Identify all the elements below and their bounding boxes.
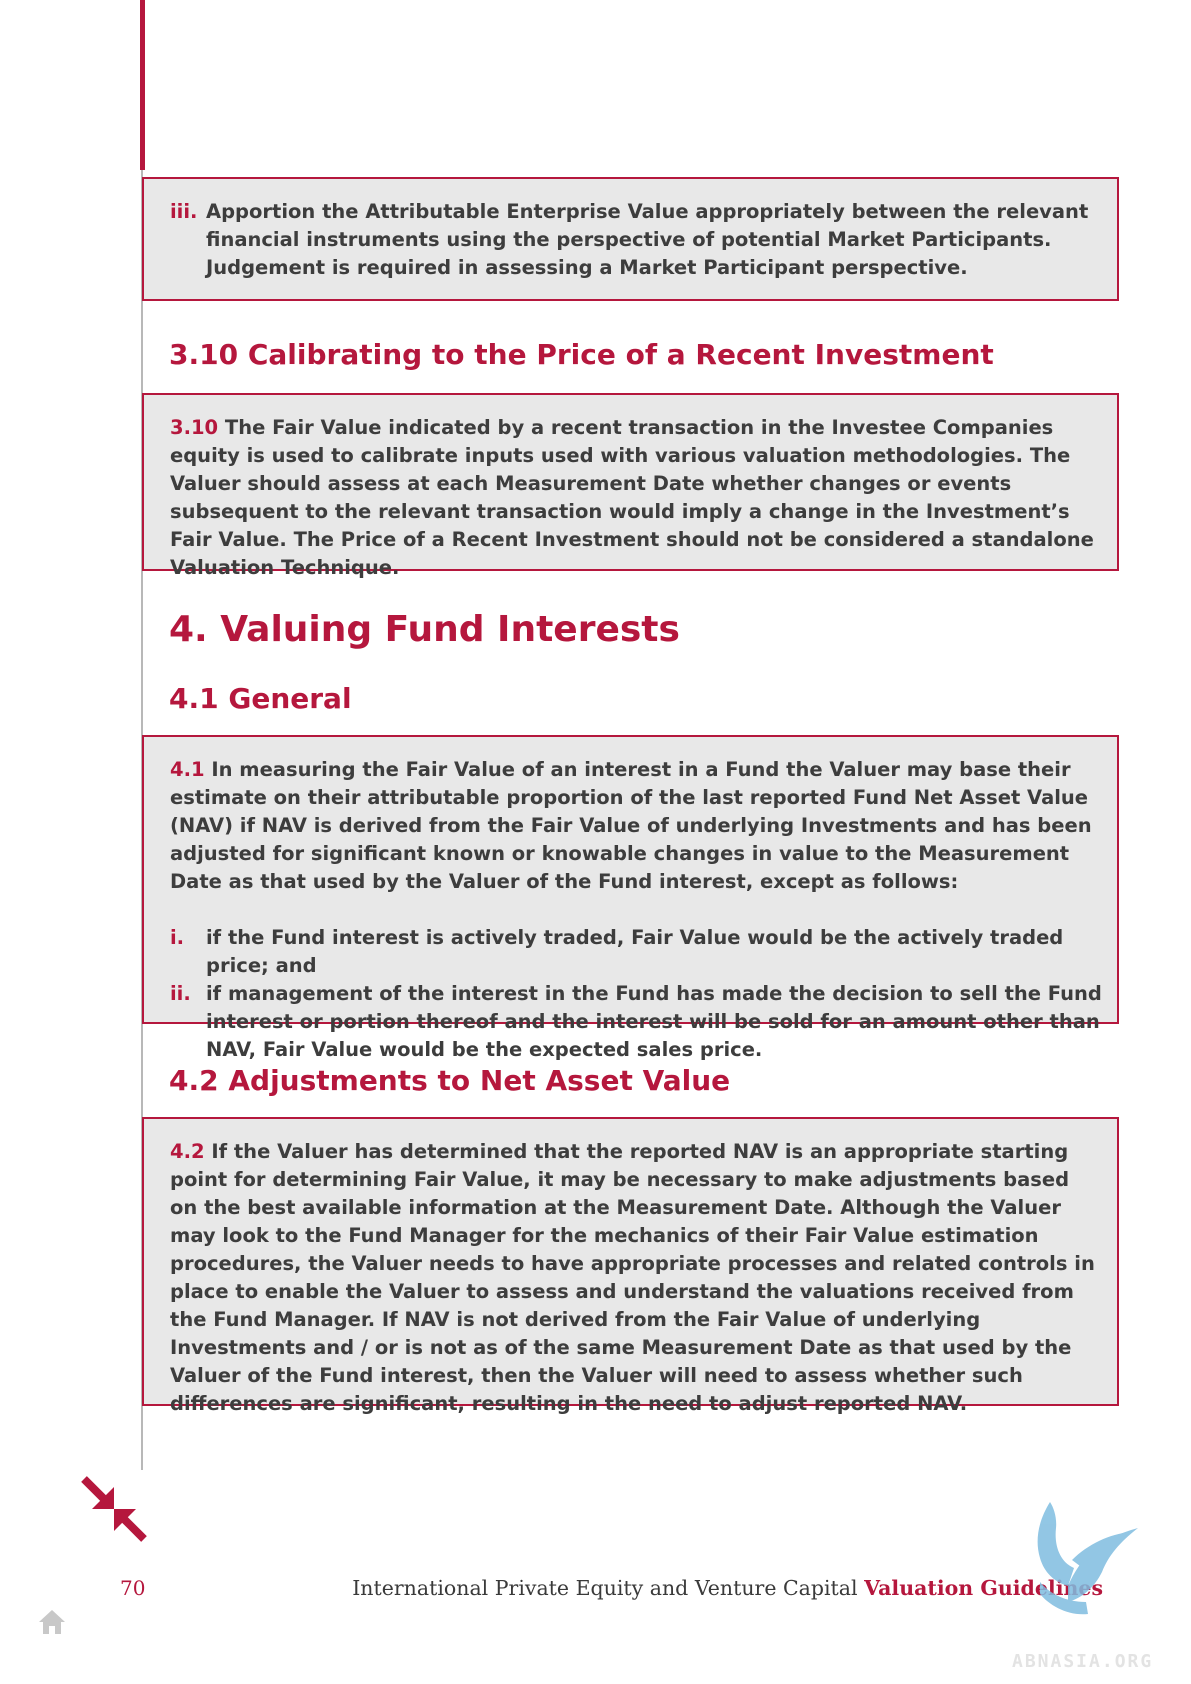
collapse-arrows-icon[interactable] [80,1475,148,1543]
guideline-box-4-1: 4.1 In measuring the Fair Value of an in… [142,735,1119,1061]
home-icon[interactable] [38,1609,66,1635]
guideline-number: 4.2 [170,1140,205,1163]
footer-title: International Private Equity and Venture… [352,1576,1103,1600]
guideline-text: In measuring the Fair Value of an intere… [170,758,1092,893]
guideline-number: 3.10 [170,416,219,439]
list-marker: iii. [170,200,198,223]
footer-title-plain: International Private Equity and Venture… [352,1576,865,1600]
guideline-paragraph: 4.2 If the Valuer has determined that th… [170,1138,1103,1418]
guideline-box-iii: iii. Apportion the Attributable Enterpri… [142,177,1119,301]
page-number: 70 [120,1576,146,1600]
guideline-text: If the Valuer has determined that the re… [170,1140,1095,1415]
list-item-text: if the Fund interest is actively traded,… [206,926,1064,977]
section-4-1-heading: 4.1 General [169,682,352,715]
guideline-box-3-10: 3.10 The Fair Value indicated by a recen… [142,393,1119,579]
section-4-2-heading: 4.2 Adjustments to Net Asset Value [169,1064,731,1097]
list-marker: ii. [170,982,191,1005]
list-item-text: Apportion the Attributable Enterprise Va… [206,200,1089,279]
list-item-text: if management of the interest in the Fun… [206,982,1102,1061]
chapter-4-heading: 4. Valuing Fund Interests [169,609,680,650]
watermark: ABNASIA.ORG [1012,1651,1154,1672]
guideline-number: 4.1 [170,758,205,781]
list-item: iii. Apportion the Attributable Enterpri… [170,198,1103,282]
section-3-10-heading: 3.10 Calibrating to the Price of a Recen… [169,338,994,371]
list-marker: i. [170,926,185,949]
list-item: ii. if management of the interest in the… [170,980,1103,1064]
guideline-paragraph: 3.10 The Fair Value indicated by a recen… [170,414,1103,582]
margin-accent-line [140,0,145,170]
winged-logo-icon [1037,1502,1138,1615]
list-item: i. if the Fund interest is actively trad… [170,924,1103,980]
guideline-box-4-2: 4.2 If the Valuer has determined that th… [142,1117,1119,1415]
guideline-text: The Fair Value indicated by a recent tra… [170,416,1094,579]
guideline-paragraph: 4.1 In measuring the Fair Value of an in… [170,756,1103,896]
